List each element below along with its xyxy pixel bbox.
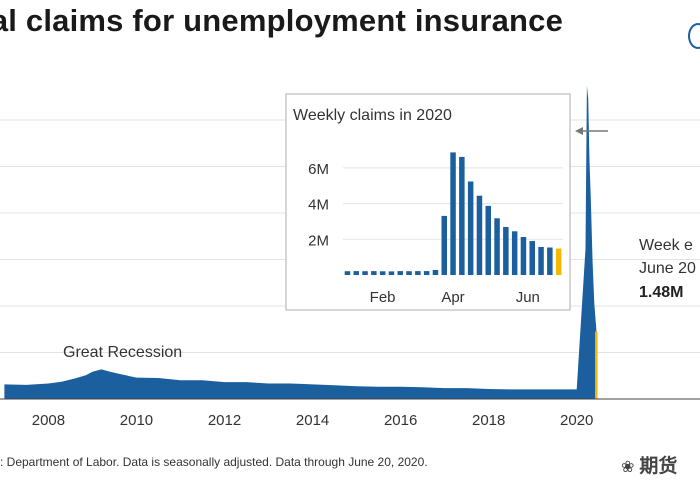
- x-tick-label: 2008: [32, 412, 65, 429]
- inset-bar: [432, 270, 439, 275]
- inset-bar: [459, 156, 465, 275]
- watermark-text: 期货: [639, 456, 678, 477]
- inset-bar: [485, 205, 491, 275]
- inset-bar: [362, 271, 368, 275]
- inset-bar: [397, 271, 403, 275]
- inset-bar: [511, 231, 518, 275]
- inset-x-tick-label: Apr: [441, 289, 464, 306]
- x-tick-label: 2010: [120, 412, 153, 429]
- inset-bar: [353, 271, 359, 275]
- source-note: : Department of Labor. Data is seasonall…: [0, 455, 428, 469]
- annotation-week-ending: Week e: [639, 237, 693, 254]
- chart-title: ial claims for unemployment insurance: [0, 3, 564, 38]
- inset-bar: [415, 271, 421, 275]
- inset-bar: [494, 218, 500, 275]
- inset-bar: [423, 271, 430, 275]
- inset-bar: [520, 237, 527, 275]
- inset-bar: [344, 271, 351, 275]
- inset-bar: [503, 227, 509, 275]
- wechat-icon: ❀: [621, 459, 635, 476]
- inset-bars: [344, 152, 562, 275]
- x-tick-label: 2012: [208, 412, 241, 429]
- inset-bar: [441, 215, 447, 275]
- inset-bar: [476, 195, 483, 275]
- inset-y-tick-label: 6M: [308, 161, 329, 178]
- inset-bar: [388, 271, 395, 275]
- x-axis-ticks: 2008 2010 2012 2014 2016 2018 2020: [32, 412, 594, 429]
- inset-title: Weekly claims in 2020: [293, 107, 452, 124]
- inset-arrow: [575, 127, 608, 135]
- inset-x-tick-label: Jun: [516, 289, 540, 306]
- inset-bar: [379, 271, 386, 275]
- latest-week-highlight: [595, 331, 598, 399]
- inset-x-ticks: Feb Apr Jun: [370, 289, 540, 306]
- inset-bar: [467, 181, 474, 275]
- arrow-head: [575, 127, 583, 135]
- logo-icon: [688, 23, 700, 49]
- x-tick-label: 2018: [472, 412, 505, 429]
- inset-bar: [538, 247, 544, 275]
- inset-bar: [529, 241, 535, 275]
- inset-x-tick-label: Feb: [370, 289, 396, 306]
- watermark: ❀ 期货: [621, 451, 677, 478]
- annotation-value: 1.48M: [639, 284, 683, 301]
- inset-bar: [555, 248, 562, 275]
- x-tick-label: 2016: [384, 412, 417, 429]
- annotation-great-recession: Great Recession: [63, 344, 182, 361]
- inset-y-tick-label: 2M: [308, 232, 329, 249]
- inset-y-tick-label: 4M: [308, 197, 329, 214]
- x-tick-label: 2020: [560, 412, 593, 429]
- inset-bar: [547, 247, 553, 275]
- x-tick-label: 2014: [296, 412, 329, 429]
- inset-bar: [406, 271, 412, 275]
- inset-bar: [371, 271, 377, 275]
- inset-y-ticks: 2M 4M 6M: [308, 161, 329, 249]
- inset-chart: Weekly claims in 2020 2M 4M 6M Feb Apr Jun: [285, 93, 571, 311]
- annotation-date: June 20: [639, 260, 696, 277]
- annotations: Great Recession Week e June 20 1.48M: [63, 237, 696, 361]
- inset-bar: [450, 152, 456, 275]
